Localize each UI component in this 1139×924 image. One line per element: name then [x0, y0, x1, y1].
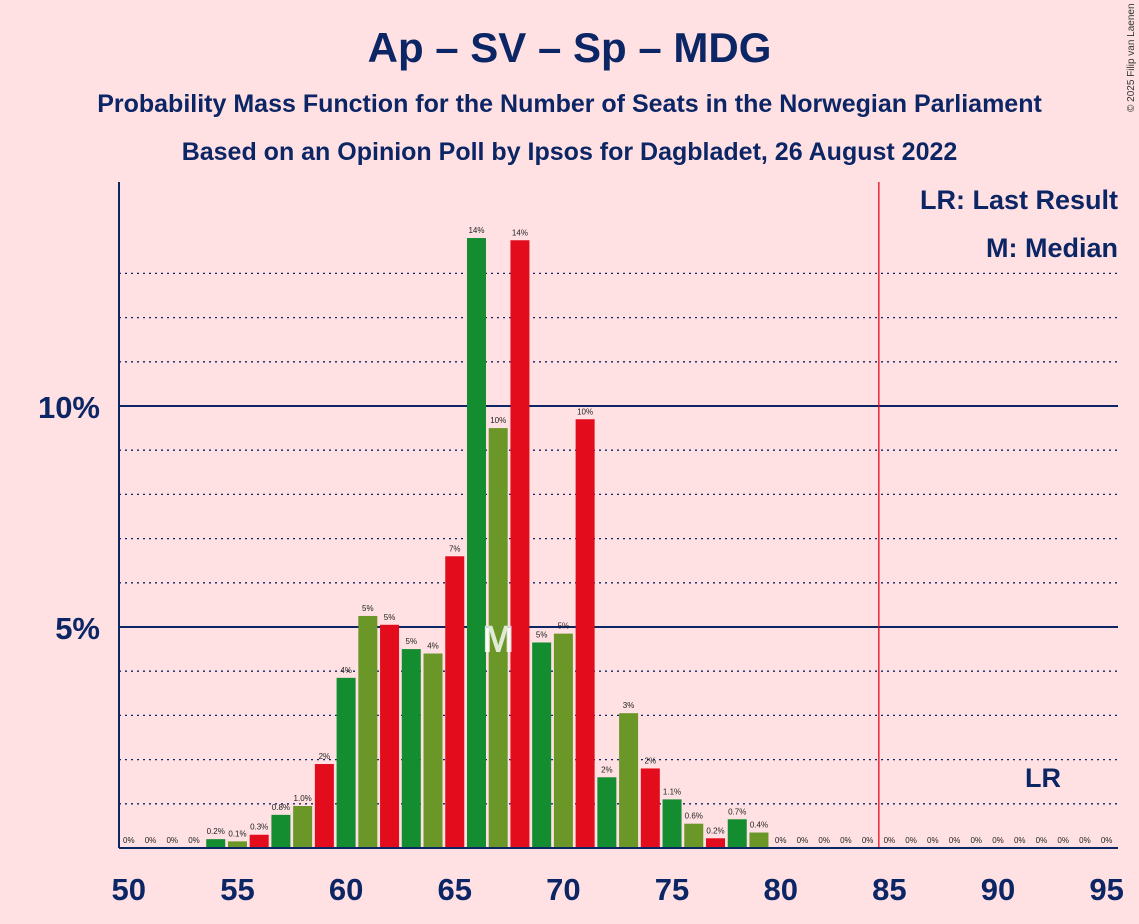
bar-57 [271, 814, 291, 848]
chart-title: Ap – SV – Sp – MDG [367, 24, 772, 71]
bar-label-84: 0% [862, 836, 874, 845]
bar-77 [706, 838, 726, 848]
bar-label-56: 0.3% [250, 823, 268, 832]
bar-label-78: 0.7% [728, 807, 746, 816]
bar-label-74: 2% [645, 756, 657, 765]
bar-label-77: 0.2% [706, 826, 724, 835]
bar-label-61: 5% [362, 604, 374, 613]
bar-67 [488, 428, 508, 848]
legend-median: M: Median [986, 233, 1118, 263]
bar-label-89: 0% [970, 836, 982, 845]
bar-71 [575, 419, 595, 848]
bar-69 [532, 642, 552, 848]
last-result-marker: LR [1025, 763, 1061, 793]
bar-79 [749, 832, 769, 848]
bar-label-64: 4% [427, 642, 439, 651]
bar-label-69: 5% [536, 630, 548, 639]
bar-label-91: 0% [1014, 836, 1026, 845]
x-tick-label-90: 90 [981, 872, 1015, 907]
bar-label-59: 2% [319, 752, 331, 761]
bar-label-82: 0% [818, 836, 830, 845]
bar-label-52: 0% [166, 836, 178, 845]
bar-56 [249, 834, 269, 848]
bar-label-88: 0% [949, 836, 961, 845]
x-tick-label-95: 95 [1089, 872, 1123, 907]
bar-label-68: 14% [512, 228, 528, 237]
bar-label-95: 0% [1101, 836, 1113, 845]
chart-subtitle: Probability Mass Function for the Number… [97, 90, 1042, 118]
bar-label-70: 5% [558, 622, 570, 631]
bar-label-75: 1.1% [663, 787, 681, 796]
bar-label-60: 4% [340, 666, 352, 675]
bar-55 [227, 841, 247, 848]
bar-label-57: 0.8% [272, 803, 290, 812]
y-tick-label-5: 5% [55, 611, 100, 646]
bar-72 [597, 777, 617, 848]
bar-74 [640, 768, 660, 848]
bar-78 [727, 819, 747, 848]
chart-subtitle-source: Based on an Opinion Poll by Ipsos for Da… [181, 138, 958, 166]
bar-label-51: 0% [145, 836, 157, 845]
bar-label-63: 5% [406, 637, 418, 646]
bar-64 [423, 653, 443, 848]
bar-label-79: 0.4% [750, 821, 768, 830]
bar-58 [293, 806, 313, 848]
bar-61 [358, 615, 378, 848]
bar-label-67: 10% [490, 416, 506, 425]
y-tick-label-10: 10% [38, 390, 100, 425]
x-tick-label-65: 65 [438, 872, 472, 907]
bar-label-58: 1.0% [294, 794, 312, 803]
bar-68 [510, 240, 530, 848]
x-tick-label-60: 60 [329, 872, 363, 907]
bar-label-53: 0% [188, 836, 200, 845]
x-tick-label-50: 50 [112, 872, 146, 907]
bar-73 [619, 713, 639, 848]
bar-label-92: 0% [1036, 836, 1048, 845]
bar-label-85: 0% [884, 836, 896, 845]
bar-label-83: 0% [840, 836, 852, 845]
bar-70 [553, 633, 573, 848]
bar-60 [336, 677, 356, 848]
bar-label-87: 0% [927, 836, 939, 845]
bar-label-71: 10% [577, 407, 593, 416]
median-marker: M [482, 619, 514, 661]
bar-label-73: 3% [623, 701, 635, 710]
bar-label-76: 0.6% [685, 812, 703, 821]
bar-label-90: 0% [992, 836, 1004, 845]
bar-62 [380, 624, 400, 848]
bar-label-80: 0% [775, 836, 787, 845]
bar-59 [314, 764, 334, 848]
bar-label-94: 0% [1079, 836, 1091, 845]
x-tick-label-85: 85 [872, 872, 906, 907]
bar-75 [662, 799, 682, 848]
x-tick-label-75: 75 [655, 872, 689, 907]
x-tick-label-80: 80 [763, 872, 797, 907]
bar-label-72: 2% [601, 765, 613, 774]
bar-label-81: 0% [797, 836, 809, 845]
x-tick-label-55: 55 [220, 872, 254, 907]
bar-label-55: 0.1% [228, 829, 246, 838]
bar-label-86: 0% [905, 836, 917, 845]
bar-66 [466, 238, 486, 849]
bar-label-50: 0% [123, 836, 135, 845]
bar-label-54: 0.2% [207, 827, 225, 836]
bar-76 [684, 823, 704, 848]
x-tick-label-70: 70 [546, 872, 580, 907]
bar-label-65: 7% [449, 544, 461, 553]
bar-label-66: 14% [468, 226, 484, 235]
bar-label-62: 5% [384, 613, 396, 622]
legend-last-result: LR: Last Result [920, 185, 1118, 215]
bar-65 [445, 556, 465, 848]
bar-label-93: 0% [1057, 836, 1069, 845]
bar-54 [206, 839, 226, 848]
bar-63 [401, 649, 421, 848]
